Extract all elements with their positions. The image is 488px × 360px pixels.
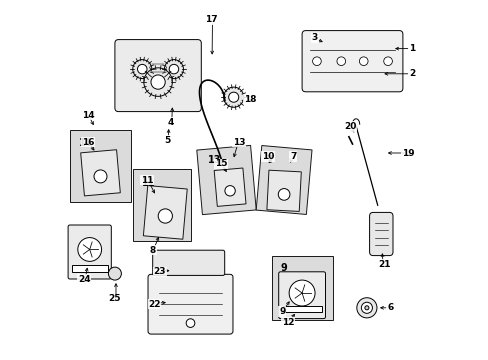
Circle shape (169, 64, 178, 74)
Circle shape (312, 57, 321, 66)
Circle shape (164, 60, 183, 78)
Polygon shape (133, 169, 190, 241)
Text: 7: 7 (266, 156, 273, 165)
Polygon shape (143, 185, 187, 239)
Text: 24: 24 (78, 275, 90, 284)
Text: 15: 15 (214, 159, 227, 168)
Text: 11: 11 (141, 178, 155, 188)
Circle shape (132, 60, 151, 78)
Text: 10: 10 (261, 152, 274, 161)
Circle shape (158, 209, 172, 223)
Circle shape (94, 170, 107, 183)
FancyBboxPatch shape (152, 250, 224, 275)
Polygon shape (271, 256, 332, 320)
Circle shape (228, 92, 238, 102)
Circle shape (383, 57, 391, 66)
Text: 13: 13 (232, 138, 245, 147)
Text: 13: 13 (207, 156, 221, 165)
Text: 21: 21 (377, 260, 389, 269)
Circle shape (336, 57, 345, 66)
Circle shape (359, 57, 367, 66)
Text: 23: 23 (153, 267, 166, 276)
Polygon shape (256, 145, 311, 215)
Text: 22: 22 (148, 300, 161, 309)
FancyBboxPatch shape (302, 31, 402, 92)
Circle shape (364, 306, 368, 310)
Polygon shape (196, 145, 256, 215)
Circle shape (288, 280, 314, 306)
Bar (72, 265, 107, 272)
Text: 9: 9 (279, 307, 285, 316)
Text: 4: 4 (167, 118, 174, 127)
Text: 6: 6 (386, 303, 393, 312)
Text: 25: 25 (108, 294, 121, 303)
Circle shape (186, 319, 194, 328)
Text: 16: 16 (81, 138, 94, 147)
Circle shape (224, 186, 235, 196)
Polygon shape (266, 170, 301, 211)
FancyBboxPatch shape (278, 272, 325, 319)
Text: 5: 5 (163, 136, 170, 145)
Text: 18: 18 (243, 95, 256, 104)
Circle shape (361, 302, 372, 313)
Polygon shape (81, 150, 120, 196)
Text: 9: 9 (280, 264, 287, 273)
Text: 19: 19 (401, 149, 414, 158)
Text: 2: 2 (408, 69, 414, 78)
FancyBboxPatch shape (115, 40, 201, 112)
Circle shape (137, 64, 147, 74)
Text: 3: 3 (311, 33, 317, 42)
Text: 7: 7 (289, 152, 296, 161)
Circle shape (108, 267, 121, 280)
FancyBboxPatch shape (369, 212, 392, 256)
Polygon shape (214, 168, 245, 206)
Text: 1: 1 (408, 44, 414, 53)
Circle shape (278, 189, 289, 200)
Text: 11: 11 (141, 176, 153, 185)
Circle shape (356, 298, 376, 318)
Bar (282, 306, 321, 312)
Polygon shape (70, 130, 131, 202)
Text: 14: 14 (79, 138, 92, 148)
Circle shape (78, 238, 102, 261)
Circle shape (143, 68, 172, 96)
Text: 14: 14 (81, 111, 94, 120)
FancyBboxPatch shape (148, 274, 232, 334)
Text: 8: 8 (149, 246, 156, 255)
Text: 20: 20 (343, 122, 355, 131)
Circle shape (151, 75, 165, 89)
Text: 17: 17 (204, 15, 217, 24)
Circle shape (223, 87, 244, 107)
Text: 12: 12 (282, 318, 294, 327)
FancyBboxPatch shape (68, 225, 111, 279)
